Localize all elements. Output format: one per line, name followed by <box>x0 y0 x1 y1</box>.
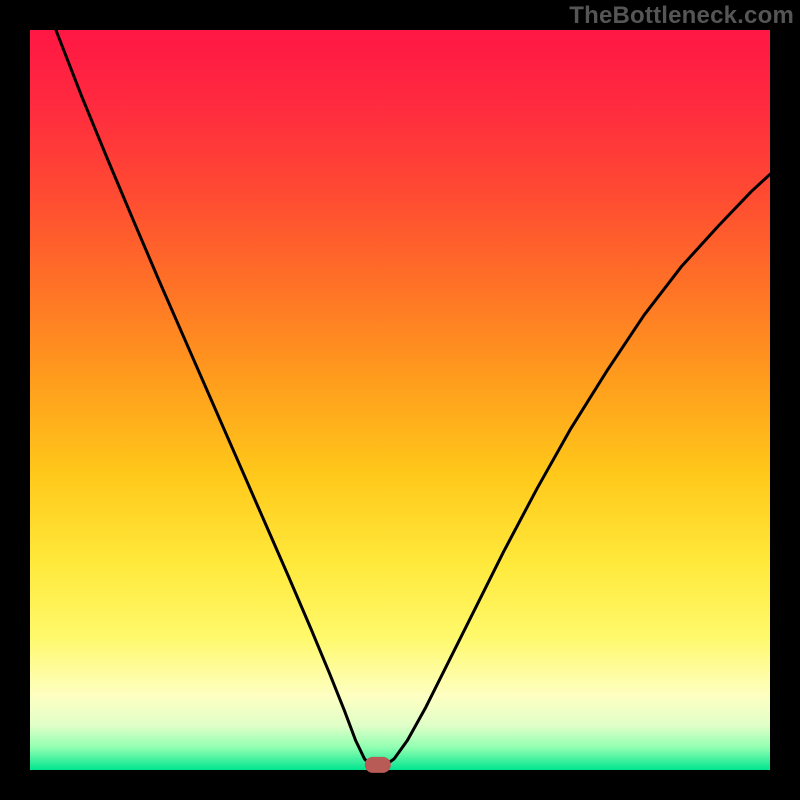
plot-background-gradient <box>0 0 800 800</box>
watermark-text: TheBottleneck.com <box>569 2 794 30</box>
optimum-marker <box>365 757 391 773</box>
plot-area-rect <box>30 30 770 770</box>
chart-outer-frame: TheBottleneck.com <box>0 0 800 800</box>
